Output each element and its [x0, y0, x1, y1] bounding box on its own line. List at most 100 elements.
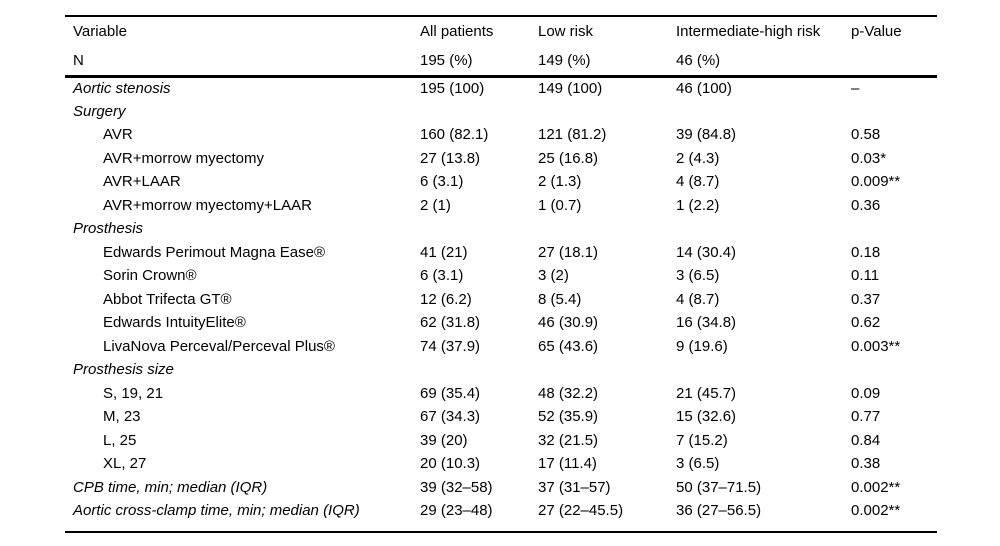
row-value: 41 (21) [420, 243, 468, 261]
row-value: 2 (1) [420, 196, 451, 214]
row-value [676, 358, 851, 382]
table-row: Prosthesis [65, 217, 937, 241]
row-value: 4 (8.7) [676, 290, 720, 308]
row-label: Edwards Perimout Magna Ease® [103, 243, 325, 261]
row-value [851, 217, 937, 241]
row-value: 0.62 [851, 314, 881, 332]
row-label: Surgery [73, 102, 126, 120]
row-value: 0.002** [851, 502, 901, 520]
table-row: AVR 160 (82.1) 121 (81.2) 39 (84.8) 0.58 [65, 123, 937, 147]
row-label: Edwards IntuityElite® [103, 314, 246, 332]
table-row: L, 25 39 (20) 32 (21.5) 7 (15.2) 0.84 [65, 429, 937, 453]
row-value: 160 (82.1) [420, 126, 489, 144]
table-row: AVR+LAAR 6 (3.1) 2 (1.3) 4 (8.7) 0.009** [65, 170, 937, 194]
row-value [851, 358, 937, 382]
row-label: AVR+morrow myectomy+LAAR [103, 196, 312, 214]
subheader-n-label: N [65, 46, 420, 78]
row-label: LivaNova Perceval/Perceval Plus® [103, 337, 335, 355]
table-row: AVR+morrow myectomy+LAAR 2 (1) 1 (0.7) 1… [65, 194, 937, 218]
row-value: 2 (4.3) [676, 149, 720, 167]
row-value: 0.84 [851, 431, 881, 449]
patient-summary-table: Variable All patients Low risk Intermedi… [65, 17, 937, 523]
row-label: Aortic stenosis [73, 80, 171, 97]
row-label: Aortic cross-clamp time, min; median (IQ… [73, 502, 360, 520]
row-value [420, 217, 538, 241]
row-value [538, 358, 676, 382]
row-value: 1 (0.7) [538, 196, 582, 214]
row-label: L, 25 [103, 431, 137, 449]
row-label: Abbot Trifecta GT® [103, 290, 232, 308]
row-value: 0.03* [851, 149, 887, 167]
row-value: – [851, 80, 860, 97]
row-value [420, 100, 538, 124]
row-value: 46 (100) [676, 80, 732, 97]
row-value: 50 (37–71.5) [676, 478, 762, 496]
column-header-intermediate-high-risk: Intermediate-high risk [676, 23, 821, 41]
subheader-n-low-risk: 149 (%) [538, 46, 676, 78]
header-row-n: N 195 (%) 149 (%) 46 (%) [65, 46, 937, 78]
row-label: S, 19, 21 [103, 384, 164, 402]
row-value: 0.36 [851, 196, 881, 214]
row-value: 0.002** [851, 478, 901, 496]
row-value: 46 (30.9) [538, 314, 599, 332]
row-label: Sorin Crown® [103, 267, 197, 285]
row-value: 25 (16.8) [538, 149, 599, 167]
row-value: 69 (35.4) [420, 384, 481, 402]
column-header-low-risk: Low risk [538, 23, 594, 41]
row-value [851, 100, 937, 124]
table-row: Edwards Perimout Magna Ease® 41 (21) 27 … [65, 241, 937, 265]
subheader-n-intermediate-high-risk: 46 (%) [676, 46, 851, 78]
table-row: Aortic stenosis 195 (100) 149 (100) 46 (… [65, 76, 937, 100]
row-value: 6 (3.1) [420, 267, 464, 285]
subheader-n-all-patients: 195 (%) [420, 46, 538, 78]
row-value: 12 (6.2) [420, 290, 472, 308]
row-value: 39 (32–58) [420, 478, 493, 496]
row-value: 62 (31.8) [420, 314, 481, 332]
row-value: 17 (11.4) [538, 455, 597, 473]
row-value: 29 (23–48) [420, 502, 493, 520]
table-row: Edwards IntuityElite® 62 (31.8) 46 (30.9… [65, 311, 937, 335]
row-value: 149 (100) [538, 80, 603, 97]
row-value: 3 (6.5) [676, 267, 720, 285]
row-label: Prosthesis size [73, 361, 174, 379]
row-value [420, 358, 538, 382]
row-value: 0.009** [851, 173, 901, 191]
table-row: Aortic cross-clamp time, min; median (IQ… [65, 499, 937, 523]
row-value: 6 (3.1) [420, 173, 464, 191]
row-value: 7 (15.2) [676, 431, 728, 449]
table-row: XL, 27 20 (10.3) 17 (11.4) 3 (6.5) 0.38 [65, 452, 937, 476]
row-value: 37 (31–57) [538, 478, 611, 496]
table-row: AVR+morrow myectomy 27 (13.8) 25 (16.8) … [65, 147, 937, 171]
row-value: 0.11 [851, 267, 880, 285]
row-value: 32 (21.5) [538, 431, 599, 449]
row-value [676, 217, 851, 241]
row-value: 9 (19.6) [676, 337, 728, 355]
row-label: Prosthesis [73, 220, 144, 238]
table-row: Prosthesis size [65, 358, 937, 382]
row-value: 52 (35.9) [538, 408, 599, 426]
patient-summary-table-container: Variable All patients Low risk Intermedi… [65, 15, 937, 533]
row-value: 39 (84.8) [676, 126, 737, 144]
row-value [538, 100, 676, 124]
row-value: 0.38 [851, 455, 881, 473]
table-row: Sorin Crown® 6 (3.1) 3 (2) 3 (6.5) 0.11 [65, 264, 937, 288]
row-value: 1 (2.2) [676, 196, 720, 214]
row-value: 48 (32.2) [538, 384, 599, 402]
row-value: 39 (20) [420, 431, 468, 449]
row-value: 67 (34.3) [420, 408, 481, 426]
column-header-variable: Variable [73, 23, 127, 41]
row-value: 195 (100) [420, 80, 485, 97]
table-row: Surgery [65, 100, 937, 124]
row-value: 0.18 [851, 243, 881, 261]
row-value: 4 (8.7) [676, 173, 720, 191]
header-row-columns: Variable All patients Low risk Intermedi… [65, 17, 937, 47]
row-value [676, 100, 851, 124]
row-value: 2 (1.3) [538, 173, 582, 191]
row-label: CPB time, min; median (IQR) [73, 478, 268, 496]
table-row: Abbot Trifecta GT® 12 (6.2) 8 (5.4) 4 (8… [65, 288, 937, 312]
row-value: 27 (13.8) [420, 149, 481, 167]
row-value [538, 217, 676, 241]
row-value: 0.77 [851, 408, 881, 426]
row-value: 121 (81.2) [538, 126, 607, 144]
row-value: 27 (22–45.5) [538, 502, 624, 520]
